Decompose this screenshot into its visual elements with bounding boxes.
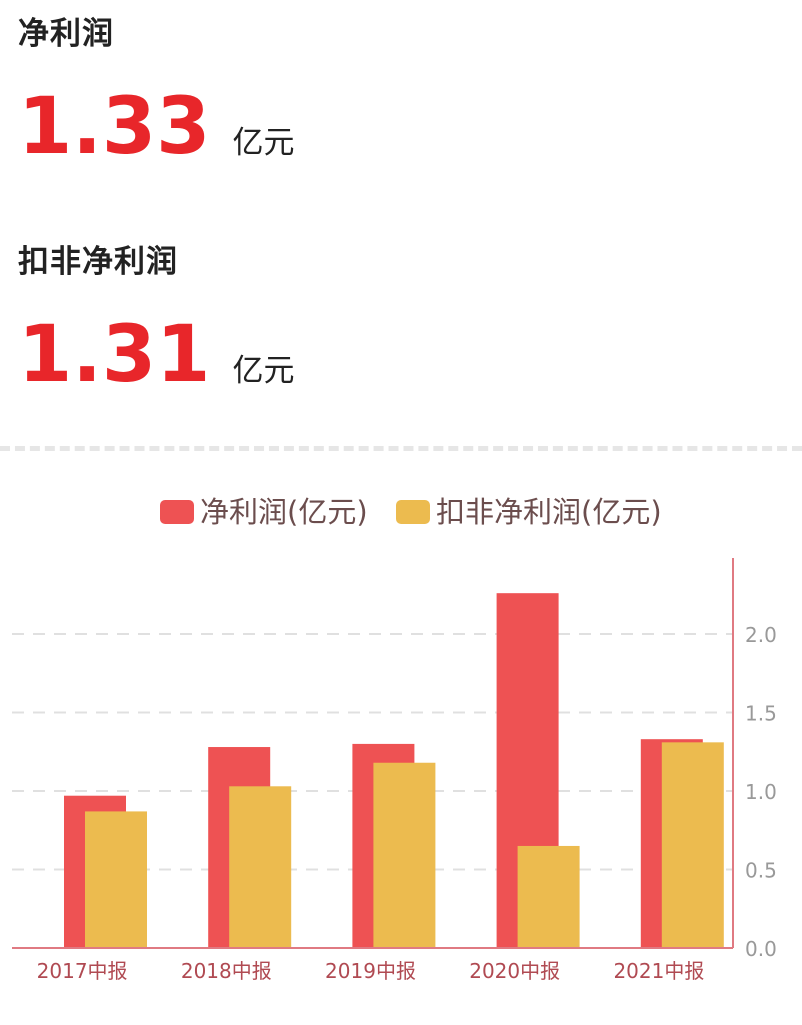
- net-profit-value-row: 1.33 亿元: [18, 88, 294, 166]
- x-tick-label: 2017中报: [37, 959, 128, 983]
- legend-label[interactable]: 扣非净利润(亿元): [436, 495, 662, 529]
- deducted-net-profit-value: 1.31: [18, 310, 211, 400]
- bar-deducted-net-profit[interactable]: [661, 742, 724, 948]
- net-profit-value: 1.33: [18, 82, 211, 172]
- y-tick-label: 0.5: [745, 859, 777, 883]
- deducted-net-profit-unit: 亿元: [232, 353, 295, 389]
- bar-deducted-net-profit[interactable]: [229, 786, 292, 948]
- deducted-net-profit-title: 扣非净利润: [18, 244, 178, 280]
- bar-deducted-net-profit[interactable]: [373, 762, 436, 948]
- net-profit-title: 净利润: [18, 16, 114, 52]
- y-tick-label: 0.0: [745, 937, 777, 961]
- y-tick-label: 1.0: [745, 780, 777, 804]
- x-tick-label: 2018中报: [181, 959, 272, 983]
- bar-deducted-net-profit[interactable]: [85, 811, 147, 948]
- x-tick-label: 2019中报: [325, 959, 416, 983]
- y-tick-label: 2.0: [745, 623, 777, 647]
- bar-deducted-net-profit[interactable]: [517, 845, 580, 948]
- profit-bar-chart: 净利润(亿元) 扣非净利润(亿元) 0.0 0.5 1.0 1.5 2.0 2017中报 201…: [12, 495, 777, 983]
- x-tick-label: 2021中报: [613, 959, 704, 983]
- legend-label[interactable]: 净利润(亿元): [200, 495, 368, 529]
- legend-swatch[interactable]: [396, 500, 430, 524]
- x-tick-label: 2020中报: [469, 959, 560, 983]
- deducted-net-profit-value-row: 1.31 亿元: [18, 316, 294, 394]
- legend-swatch[interactable]: [160, 500, 194, 524]
- y-tick-label: 1.5: [745, 702, 777, 726]
- section-divider: [0, 446, 802, 451]
- net-profit-unit: 亿元: [232, 125, 295, 161]
